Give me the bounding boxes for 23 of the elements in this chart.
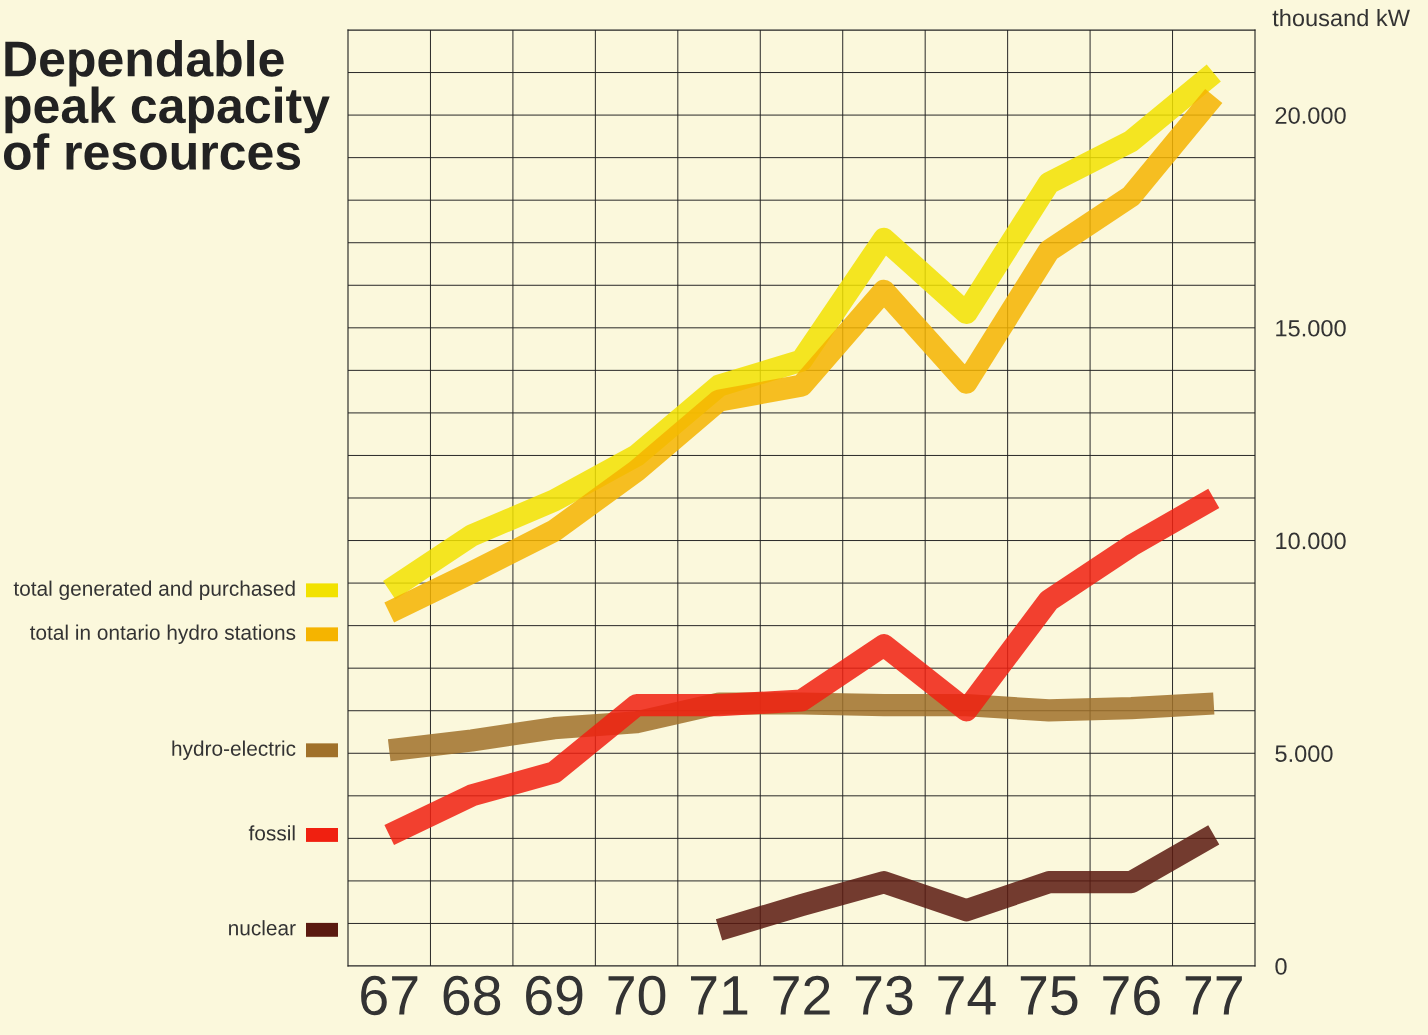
legend-label: total generated and purchased — [13, 580, 295, 601]
x-tick-label: 73 — [855, 975, 913, 1016]
x-tick-label: 69 — [526, 975, 583, 1016]
y-tick-label: 5.000 — [1275, 745, 1333, 763]
x-tick-label: 71 — [691, 976, 748, 1015]
y-tick-label: 15.000 — [1276, 319, 1346, 337]
x-tick-label: 72 — [773, 975, 830, 1015]
x-tick-label: 77 — [1185, 976, 1242, 1015]
legend-label: total in ontario hydro stations — [29, 624, 296, 645]
legend-label: nuclear — [229, 920, 296, 936]
x-tick-label: 75 — [1020, 976, 1078, 1016]
y-tick-label: 20.000 — [1275, 107, 1346, 124]
legend-label: fossil — [248, 825, 295, 841]
x-tick-label: 76 — [1103, 975, 1160, 1016]
legend-label: hydro-electric — [172, 740, 296, 760]
x-tick-label: 74 — [938, 976, 996, 1015]
y-axis-title: thousand kW — [1272, 9, 1410, 27]
y-tick-label: 0 — [1275, 958, 1287, 975]
x-tick-label: 70 — [608, 975, 666, 1016]
y-tick-label: 10.000 — [1276, 532, 1346, 550]
x-tick-label: 68 — [443, 975, 501, 1016]
text: Dependable peak capacity of resources — [3, 40, 330, 170]
x-tick-label: 67 — [361, 975, 418, 1016]
